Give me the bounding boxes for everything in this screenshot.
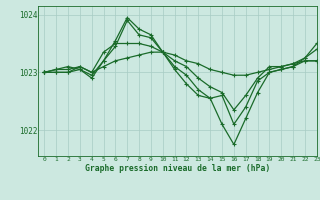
- X-axis label: Graphe pression niveau de la mer (hPa): Graphe pression niveau de la mer (hPa): [85, 164, 270, 173]
